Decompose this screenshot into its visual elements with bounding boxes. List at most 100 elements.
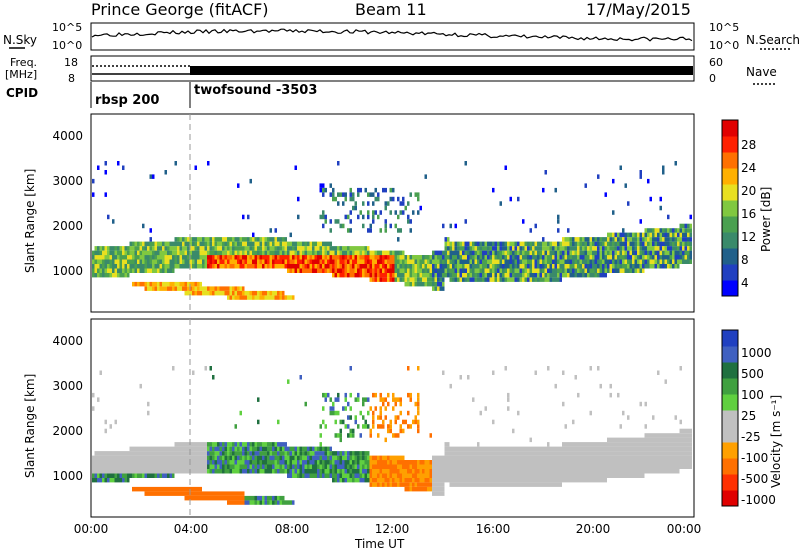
heatmap-cell bbox=[677, 232, 680, 238]
heatmap-cell bbox=[324, 392, 327, 398]
heatmap-cell bbox=[537, 477, 540, 483]
heatmap-cell bbox=[427, 486, 430, 492]
heatmap-cell bbox=[132, 250, 135, 256]
heatmap-cell bbox=[512, 451, 515, 456]
heatmap-cell bbox=[277, 246, 280, 251]
heatmap-cell bbox=[94, 455, 97, 461]
heatmap-cell bbox=[129, 451, 132, 456]
heatmap-cell bbox=[197, 446, 200, 452]
heatmap-cell bbox=[602, 264, 605, 269]
heatmap-cell bbox=[569, 455, 572, 461]
heatmap-cell bbox=[594, 268, 597, 273]
heatmap-cell bbox=[557, 446, 560, 452]
heatmap-cell bbox=[479, 255, 482, 260]
heatmap-cell bbox=[394, 477, 397, 483]
heatmap-cell bbox=[529, 250, 532, 256]
heatmap-cell bbox=[224, 290, 227, 296]
heatmap-cell bbox=[132, 264, 135, 269]
heatmap-cell bbox=[267, 290, 270, 296]
heatmap-cell bbox=[417, 410, 420, 416]
heatmap-cell bbox=[404, 264, 407, 269]
heatmap-cell bbox=[282, 455, 285, 461]
heatmap-cell bbox=[307, 460, 310, 465]
heatmap-cell bbox=[262, 460, 265, 465]
heatmap-cell bbox=[334, 419, 337, 425]
heatmap-cell bbox=[649, 464, 652, 469]
heatmap-cell bbox=[209, 290, 212, 296]
heatmap-cell bbox=[302, 460, 305, 465]
heatmap-cell bbox=[354, 250, 357, 256]
heatmap-cell bbox=[444, 241, 447, 247]
heatmap-cell bbox=[467, 264, 470, 269]
heatmap-cell bbox=[312, 473, 315, 478]
heatmap-cell bbox=[542, 241, 545, 247]
heatmap-cell bbox=[624, 183, 627, 188]
heatmap-cell bbox=[352, 246, 355, 251]
heatmap-cell bbox=[384, 477, 387, 483]
heatmap-cell bbox=[249, 500, 252, 505]
heatmap-cell bbox=[544, 277, 547, 282]
heatmap-cell bbox=[102, 259, 105, 264]
heatmap-cell bbox=[274, 464, 277, 469]
heatmap-cell bbox=[222, 241, 225, 247]
heatmap-cell bbox=[327, 392, 330, 398]
heatmap-cell bbox=[232, 250, 235, 256]
heatmap-cell bbox=[457, 455, 460, 461]
heatmap-cell bbox=[534, 464, 537, 469]
heatmap-cell bbox=[114, 477, 117, 483]
heatmap-cell bbox=[554, 259, 557, 264]
heatmap-cell bbox=[387, 469, 390, 474]
heatmap-cell bbox=[402, 469, 405, 474]
heatmap-cell bbox=[122, 473, 125, 478]
heatmap-cell bbox=[219, 491, 222, 496]
colorbar-segment bbox=[722, 426, 738, 443]
heatmap-cell bbox=[147, 281, 150, 287]
heatmap-cell bbox=[347, 255, 350, 260]
heatmap-cell bbox=[327, 464, 330, 469]
heatmap-cell bbox=[622, 460, 625, 465]
heatmap-cell bbox=[547, 255, 550, 260]
heatmap-cell bbox=[659, 460, 662, 465]
heatmap-cell bbox=[382, 187, 385, 193]
heatmap-cell bbox=[484, 246, 487, 251]
heatmap-cell bbox=[99, 464, 102, 469]
heatmap-cell bbox=[437, 477, 440, 483]
heatmap-cell bbox=[289, 268, 292, 273]
heatmap-cell bbox=[492, 473, 495, 478]
heatmap-cell bbox=[389, 455, 392, 461]
heatmap-cell bbox=[369, 277, 372, 282]
heatmap-cell bbox=[322, 214, 325, 220]
heatmap-cell bbox=[382, 401, 385, 407]
heatmap-cell bbox=[279, 250, 282, 256]
heatmap-cell bbox=[369, 223, 372, 229]
heatmap-cell bbox=[362, 451, 365, 456]
heatmap-cell bbox=[167, 281, 170, 287]
heatmap-cell bbox=[582, 451, 585, 456]
heatmap-cell bbox=[667, 264, 670, 269]
heatmap-cell bbox=[249, 446, 252, 452]
heatmap-cell bbox=[212, 491, 215, 496]
heatmap-cell bbox=[237, 286, 240, 291]
heatmap-cell bbox=[667, 469, 670, 474]
heatmap-cell bbox=[674, 264, 677, 269]
heatmap-cell bbox=[329, 464, 332, 469]
heatmap-cell bbox=[607, 246, 610, 251]
heatmap-cell bbox=[289, 264, 292, 269]
heatmap-cell bbox=[352, 464, 355, 469]
heatmap-cell bbox=[589, 460, 592, 465]
heatmap-cell bbox=[359, 268, 362, 273]
heatmap-cell bbox=[294, 165, 297, 170]
heatmap-cell bbox=[362, 415, 365, 420]
heatmap-cell bbox=[187, 442, 190, 447]
heatmap-cell bbox=[229, 264, 232, 269]
heatmap-cell bbox=[654, 460, 657, 465]
heatmap-cell bbox=[204, 442, 207, 447]
heatmap-cell bbox=[294, 464, 297, 469]
heatmap-cell bbox=[102, 473, 105, 478]
heatmap-cell bbox=[342, 268, 345, 273]
heatmap-cell bbox=[207, 264, 210, 269]
heatmap-cell bbox=[444, 469, 447, 474]
heatmap-cell bbox=[269, 442, 272, 447]
heatmap-cell bbox=[462, 250, 465, 256]
heatmap-cell bbox=[604, 469, 607, 474]
